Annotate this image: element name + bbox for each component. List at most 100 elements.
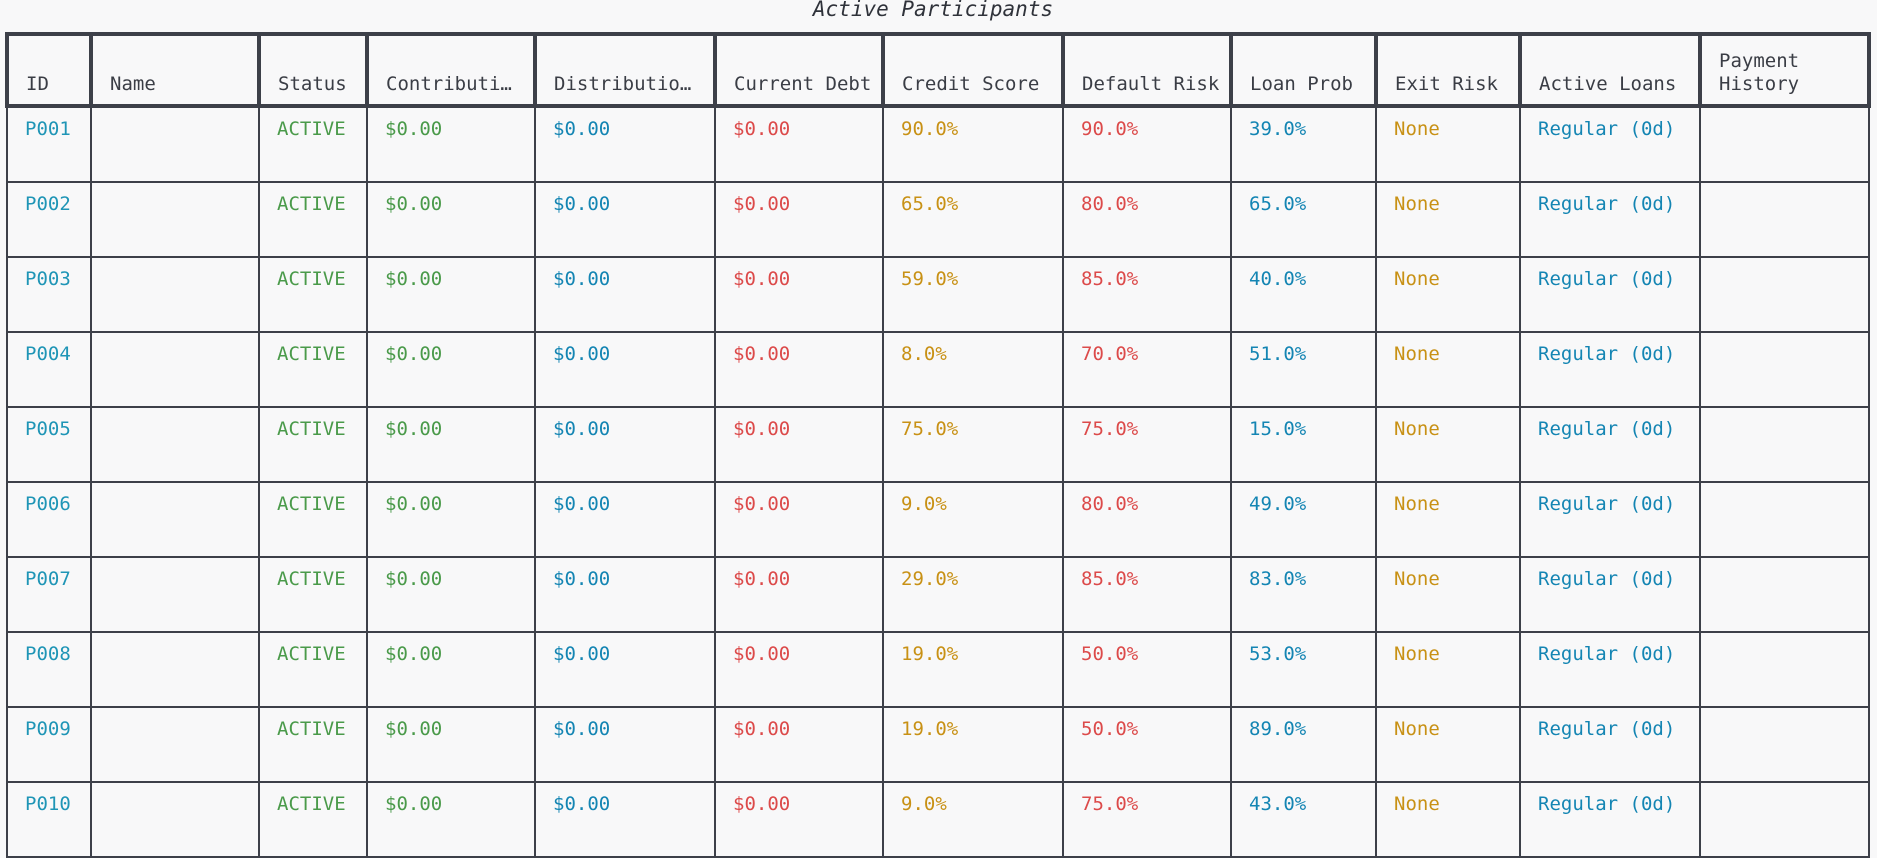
cell-payment-history	[1699, 631, 1870, 708]
cell-distribution: $0.00	[534, 105, 716, 183]
table-body: P001 ACTIVE $0.00 $0.00 $0.00 90.0% 90.0% 39.0%…	[6, 105, 1870, 858]
table-row[interactable]: P006 ACTIVE $0.00 $0.00 $0.00 9.0% 80.0% 49.0% N…	[6, 481, 1870, 558]
cell-debt: $0.00	[714, 556, 884, 633]
cell-loan-prob: 15.0%	[1230, 406, 1377, 483]
cell-default-risk: 90.0%	[1062, 105, 1232, 183]
cell-distribution: $0.00	[534, 706, 716, 783]
cell-loan-prob: 49.0%	[1230, 481, 1377, 558]
column-header-current-debt[interactable]: Current Debt	[713, 32, 885, 108]
cell-name	[90, 331, 260, 408]
cell-payment-history	[1699, 105, 1870, 183]
cell-id: P010	[6, 781, 92, 858]
column-header-credit-score[interactable]: Credit Score	[881, 32, 1065, 108]
cell-distribution: $0.00	[534, 181, 716, 258]
table-row[interactable]: P009 ACTIVE $0.00 $0.00 $0.00 19.0% 50.0% 89.0%…	[6, 706, 1870, 783]
table-row[interactable]: P008 ACTIVE $0.00 $0.00 $0.00 19.0% 50.0% 53.0%…	[6, 631, 1870, 708]
cell-status: ACTIVE	[258, 706, 368, 783]
cell-active-loans: Regular (0d)	[1519, 406, 1701, 483]
cell-loan-prob: 39.0%	[1230, 105, 1377, 183]
cell-default-risk: 50.0%	[1062, 706, 1232, 783]
cell-active-loans: Regular (0d)	[1519, 631, 1701, 708]
cell-status: ACTIVE	[258, 481, 368, 558]
cell-status: ACTIVE	[258, 181, 368, 258]
cell-loan-prob: 51.0%	[1230, 331, 1377, 408]
cell-distribution: $0.00	[534, 781, 716, 858]
cell-status: ACTIVE	[258, 781, 368, 858]
cell-payment-history	[1699, 256, 1870, 333]
cell-debt: $0.00	[714, 706, 884, 783]
cell-exit-risk: None	[1375, 706, 1521, 783]
cell-active-loans: Regular (0d)	[1519, 181, 1701, 258]
column-header-current-debt-label: Current Debt	[734, 73, 872, 95]
cell-contribution: $0.00	[366, 556, 536, 633]
cell-credit: 65.0%	[882, 181, 1064, 258]
column-header-distribution[interactable]: Distributio…	[533, 32, 717, 108]
column-header-active-loans[interactable]: Active Loans	[1518, 32, 1702, 108]
cell-debt: $0.00	[714, 781, 884, 858]
table-row[interactable]: P003 ACTIVE $0.00 $0.00 $0.00 59.0% 85.0% 40.0%…	[6, 256, 1870, 333]
cell-id: P006	[6, 481, 92, 558]
cell-exit-risk: None	[1375, 256, 1521, 333]
cell-default-risk: 85.0%	[1062, 556, 1232, 633]
column-header-default-risk-label: Default Risk	[1082, 73, 1220, 95]
cell-payment-history	[1699, 781, 1870, 858]
column-header-exit-risk[interactable]: Exit Risk	[1374, 32, 1522, 108]
cell-active-loans: Regular (0d)	[1519, 556, 1701, 633]
cell-name	[90, 556, 260, 633]
cell-credit: 9.0%	[882, 481, 1064, 558]
cell-contribution: $0.00	[366, 631, 536, 708]
cell-exit-risk: None	[1375, 406, 1521, 483]
cell-payment-history	[1699, 181, 1870, 258]
cell-loan-prob: 40.0%	[1230, 256, 1377, 333]
cell-id: P001	[6, 105, 92, 183]
table-row[interactable]: P010 ACTIVE $0.00 $0.00 $0.00 9.0% 75.0% 43.0% N…	[6, 781, 1870, 858]
cell-credit: 29.0%	[882, 556, 1064, 633]
cell-exit-risk: None	[1375, 481, 1521, 558]
cell-name	[90, 631, 260, 708]
cell-distribution: $0.00	[534, 331, 716, 408]
cell-debt: $0.00	[714, 631, 884, 708]
cell-default-risk: 85.0%	[1062, 256, 1232, 333]
cell-payment-history	[1699, 331, 1870, 408]
cell-status: ACTIVE	[258, 256, 368, 333]
cell-debt: $0.00	[714, 331, 884, 408]
cell-default-risk: 75.0%	[1062, 406, 1232, 483]
cell-loan-prob: 53.0%	[1230, 631, 1377, 708]
column-header-loan-prob[interactable]: Loan Prob	[1229, 32, 1378, 108]
cell-name	[90, 406, 260, 483]
cell-loan-prob: 89.0%	[1230, 706, 1377, 783]
cell-active-loans: Regular (0d)	[1519, 256, 1701, 333]
cell-exit-risk: None	[1375, 181, 1521, 258]
cell-credit: 19.0%	[882, 706, 1064, 783]
column-header-status[interactable]: Status	[257, 32, 369, 108]
cell-contribution: $0.00	[366, 706, 536, 783]
cell-active-loans: Regular (0d)	[1519, 481, 1701, 558]
cell-debt: $0.00	[714, 256, 884, 333]
cell-credit: 59.0%	[882, 256, 1064, 333]
table-row[interactable]: P001 ACTIVE $0.00 $0.00 $0.00 90.0% 90.0% 39.0%…	[6, 105, 1870, 183]
cell-credit: 19.0%	[882, 631, 1064, 708]
cell-loan-prob: 65.0%	[1230, 181, 1377, 258]
cell-name	[90, 481, 260, 558]
column-header-id[interactable]: ID	[5, 32, 93, 108]
cell-credit: 9.0%	[882, 781, 1064, 858]
cell-id: P003	[6, 256, 92, 333]
cell-default-risk: 70.0%	[1062, 331, 1232, 408]
column-header-name[interactable]: Name	[89, 32, 261, 108]
cell-distribution: $0.00	[534, 481, 716, 558]
cell-status: ACTIVE	[258, 406, 368, 483]
table-row[interactable]: P004 ACTIVE $0.00 $0.00 $0.00 8.0% 70.0% 51.0% N…	[6, 331, 1870, 408]
participants-table: ID Name Status Contributi… Distributio… …	[5, 32, 1871, 858]
column-header-payment-history[interactable]: Payment History	[1698, 32, 1871, 108]
cell-id: P004	[6, 331, 92, 408]
cell-status: ACTIVE	[258, 331, 368, 408]
cell-exit-risk: None	[1375, 781, 1521, 858]
column-header-contribution[interactable]: Contributi…	[365, 32, 537, 108]
table-row[interactable]: P005 ACTIVE $0.00 $0.00 $0.00 75.0% 75.0% 15.0%…	[6, 406, 1870, 483]
table-row[interactable]: P007 ACTIVE $0.00 $0.00 $0.00 29.0% 85.0% 83.0%…	[6, 556, 1870, 633]
cell-debt: $0.00	[714, 406, 884, 483]
table-title: Active Participants	[812, 0, 1054, 21]
column-header-default-risk[interactable]: Default Risk	[1061, 32, 1233, 108]
cell-credit: 90.0%	[882, 105, 1064, 183]
table-row[interactable]: P002 ACTIVE $0.00 $0.00 $0.00 65.0% 80.0% 65.0%…	[6, 181, 1870, 258]
